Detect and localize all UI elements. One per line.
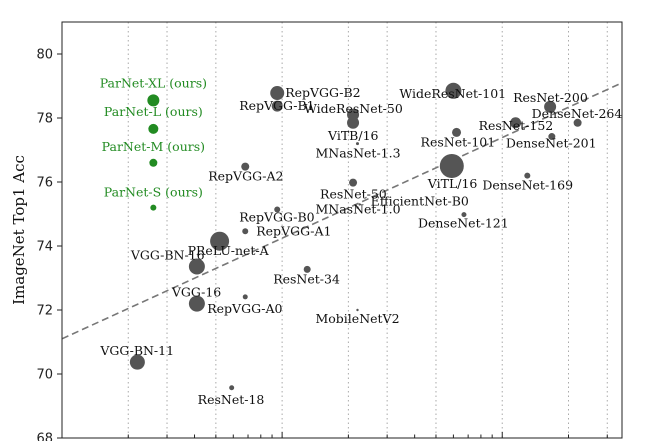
point-label: PReLU-net-A xyxy=(188,243,270,258)
data-point xyxy=(439,154,464,178)
point-label: VGG-16 xyxy=(171,285,221,300)
data-point xyxy=(356,308,359,312)
grid-lines xyxy=(127,22,608,438)
point-label: WideResNet-50 xyxy=(304,101,403,116)
y-tick-label: 70 xyxy=(36,368,53,383)
point-label: EfficientNet-B0 xyxy=(371,193,469,208)
data-point xyxy=(148,123,159,134)
data-point xyxy=(274,206,281,213)
data-point xyxy=(242,228,249,235)
point-label: RepVGG-A1 xyxy=(256,223,331,238)
data-point xyxy=(573,118,582,127)
point-label: ViTB/16 xyxy=(327,128,378,143)
point-label: ViTL/16 xyxy=(427,176,478,191)
point-label: DenseNet-121 xyxy=(418,216,509,231)
data-point xyxy=(210,231,230,251)
y-tick-label: 80 xyxy=(36,48,53,63)
data-points xyxy=(129,82,582,391)
point-label: DenseNet-169 xyxy=(482,178,573,193)
point-label: ParNet-L (ours) xyxy=(104,104,203,119)
y-axis: 68 70 72 74 76 78 80 xyxy=(36,48,62,441)
point-label: DenseNet-264 xyxy=(532,106,623,121)
data-point xyxy=(452,127,462,137)
data-point xyxy=(149,158,158,167)
point-label: ResNet-152 xyxy=(479,118,554,133)
data-point xyxy=(356,206,359,209)
y-tick-label: 72 xyxy=(36,304,53,319)
data-point xyxy=(271,100,283,112)
data-point xyxy=(548,133,556,141)
data-point xyxy=(524,172,531,179)
point-label: RepVGG-A2 xyxy=(208,169,283,184)
data-point xyxy=(349,178,358,187)
plot-frame xyxy=(61,21,623,439)
point-label: ParNet-M (ours) xyxy=(102,139,205,154)
point-label: ResNet-200 xyxy=(513,90,588,105)
y-tick-label: 68 xyxy=(36,432,53,441)
point-label: RepVGG-A0 xyxy=(207,301,282,316)
data-point xyxy=(147,94,160,107)
point-label: ParNet-XL (ours) xyxy=(100,75,207,90)
y-tick-label: 76 xyxy=(36,176,53,191)
data-point xyxy=(358,203,361,206)
trend-line-group xyxy=(61,82,623,340)
data-point xyxy=(270,86,285,101)
point-label: MNasNet-1.0 xyxy=(315,202,400,217)
data-point xyxy=(241,162,250,171)
y-tick-label: 74 xyxy=(36,240,53,255)
point-label: VGG-BN-16 xyxy=(130,247,205,262)
point-label: RepVGG-B2 xyxy=(285,85,360,100)
point-label: MNasNet-1.3 xyxy=(315,146,400,161)
data-point xyxy=(229,385,235,391)
data-point xyxy=(544,100,557,113)
x-axis xyxy=(61,432,608,438)
point-label: ParNet-S (ours) xyxy=(104,185,203,200)
data-point xyxy=(188,258,205,275)
data-point xyxy=(347,116,360,129)
data-point xyxy=(188,295,205,312)
point-label: RepVGG-B0 xyxy=(239,210,314,225)
point-label: ResNet-34 xyxy=(273,271,340,286)
data-point xyxy=(445,82,462,99)
data-point xyxy=(303,265,311,273)
y-tick-label: 78 xyxy=(36,112,53,127)
trend-line xyxy=(61,82,623,340)
point-labels: ParNet-XL (ours) ParNet-L (ours) ParNet-M … xyxy=(99,75,622,406)
point-label: RepVGG-B1 xyxy=(239,98,314,113)
y-axis-label: ImageNet Top1 Acc xyxy=(10,155,28,305)
data-point xyxy=(150,204,157,211)
point-label: VGG-BN-11 xyxy=(99,343,174,358)
data-point xyxy=(242,294,248,300)
data-point xyxy=(510,117,522,129)
data-point xyxy=(129,354,145,370)
data-point xyxy=(355,142,359,146)
point-label: MobileNetV2 xyxy=(315,311,399,326)
data-point xyxy=(461,212,467,218)
point-label: WideResNet-101 xyxy=(399,86,506,101)
point-label: ResNet-101 xyxy=(421,134,496,149)
point-label: ResNet-50 xyxy=(320,187,387,202)
point-label: ResNet-18 xyxy=(198,392,265,407)
point-label: DenseNet-201 xyxy=(506,136,597,151)
